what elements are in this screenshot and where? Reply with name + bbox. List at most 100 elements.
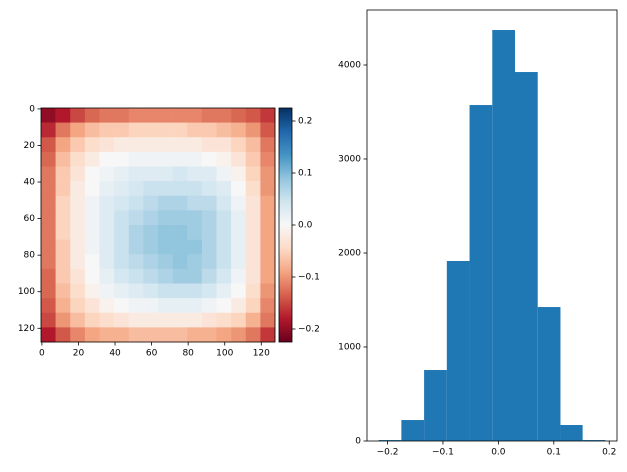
heatmap-cell xyxy=(84,312,100,328)
heatmap-cell xyxy=(114,268,130,284)
heatmap-cell xyxy=(172,181,188,197)
heatmap-cell xyxy=(55,254,71,270)
heatmap-cell xyxy=(41,268,56,284)
heatmap-cell xyxy=(245,108,261,123)
heatmap-cell xyxy=(99,151,115,167)
heatmap-cell xyxy=(216,283,232,299)
colorbar-tick-label: −0.1 xyxy=(298,273,320,283)
colorbar-tick-label: −0.2 xyxy=(298,325,320,335)
heatmap-cell xyxy=(41,151,56,167)
heatmap-cell xyxy=(84,239,100,255)
heatmap-cell xyxy=(128,327,144,343)
heatmap-cell xyxy=(245,225,261,240)
heatmap-cell xyxy=(84,137,100,153)
heatmap-cell xyxy=(231,108,247,123)
heatmap-cell xyxy=(114,181,130,197)
heatmap-cell xyxy=(216,298,232,314)
heatmap-cell xyxy=(41,108,56,123)
heatmap-cell xyxy=(55,225,71,240)
histogram-bar xyxy=(560,425,583,441)
heatmap-cell xyxy=(201,254,217,270)
heatmap-cell xyxy=(260,108,276,123)
heatmap-cell xyxy=(114,225,130,240)
heatmap-cell xyxy=(99,122,115,138)
heatmap-cell xyxy=(128,166,144,182)
heatmap-cell xyxy=(99,181,115,197)
heatmap-cell xyxy=(245,327,261,343)
heatmap-cell xyxy=(245,210,261,226)
heatmap-cell xyxy=(260,239,276,255)
heatmap-cell xyxy=(231,283,247,299)
heatmap-cell xyxy=(143,195,159,211)
heatmap-cell xyxy=(99,327,115,343)
heatmap-cell xyxy=(70,210,86,226)
heatmap-cell xyxy=(201,166,217,182)
heatmap-cell xyxy=(99,298,115,314)
heatmap-cell xyxy=(216,254,232,270)
heatmap-cell xyxy=(187,166,203,182)
y-tick-label: 20 xyxy=(24,141,36,151)
heatmap-cell xyxy=(55,137,71,153)
heatmap-cell xyxy=(41,122,56,138)
heatmap-cell xyxy=(128,312,144,328)
heatmap-cell xyxy=(201,108,217,123)
heatmap-cell xyxy=(158,254,173,270)
heatmap-cell xyxy=(84,327,100,343)
heatmap-cell xyxy=(70,166,86,182)
histogram-bar xyxy=(582,440,606,441)
heatmap-cell xyxy=(41,225,56,240)
heatmap-cell xyxy=(128,137,144,153)
heatmap-cell xyxy=(216,210,232,226)
heatmap-cell xyxy=(99,283,115,299)
heatmap-cell xyxy=(99,195,115,211)
heatmap-cell xyxy=(158,225,173,240)
heatmap-cell xyxy=(143,239,159,255)
heatmap-cell xyxy=(41,283,56,299)
heatmap-cell xyxy=(84,195,100,211)
heatmap-cell xyxy=(187,327,203,343)
x-tick-label: 100 xyxy=(216,349,233,359)
heatmap-cell xyxy=(158,108,173,123)
heatmap-cell xyxy=(114,151,130,167)
heatmap-cell xyxy=(158,268,173,284)
heatmap-cell xyxy=(245,312,261,328)
heatmap-cell xyxy=(128,298,144,314)
heatmap-cell xyxy=(99,312,115,328)
heatmap-cell xyxy=(158,122,173,138)
heatmap-cell xyxy=(172,298,188,314)
histogram-bar xyxy=(537,307,561,441)
heatmap-cell xyxy=(70,312,86,328)
y-tick-label: 2000 xyxy=(338,248,361,258)
heatmap-cell xyxy=(158,327,173,343)
heatmap-cell xyxy=(187,283,203,299)
heatmap-cell xyxy=(158,239,173,255)
heatmap-cell xyxy=(172,283,188,299)
heatmap-cell xyxy=(172,151,188,167)
heatmap-cell xyxy=(84,225,100,240)
heatmap-cell xyxy=(260,195,276,211)
heatmap-cell xyxy=(143,210,159,226)
heatmap-cell xyxy=(245,181,261,197)
heatmap-cell xyxy=(201,122,217,138)
heatmap-cell xyxy=(172,312,188,328)
heatmap-cell xyxy=(70,239,86,255)
heatmap-cell xyxy=(172,254,188,270)
heatmap-cell xyxy=(260,298,276,314)
heatmap-cell xyxy=(260,181,276,197)
axes-frame xyxy=(40,107,276,343)
heatmap-cell xyxy=(114,122,130,138)
heatmap-cell xyxy=(99,268,115,284)
heatmap-cell xyxy=(84,151,100,167)
heatmap-cell xyxy=(128,225,144,240)
y-tick-label: 0 xyxy=(355,437,361,447)
heatmap-cell xyxy=(260,210,276,226)
x-tick-label: 0.1 xyxy=(547,448,561,458)
heatmap-cell xyxy=(245,166,261,182)
heatmap-cell xyxy=(260,254,276,270)
y-tick-label: 80 xyxy=(24,251,36,261)
heatmap-cell xyxy=(55,239,71,255)
histogram-bar xyxy=(424,370,447,441)
axes-frame xyxy=(366,9,618,442)
heatmap-cell xyxy=(187,195,203,211)
heatmap-cell xyxy=(245,268,261,284)
